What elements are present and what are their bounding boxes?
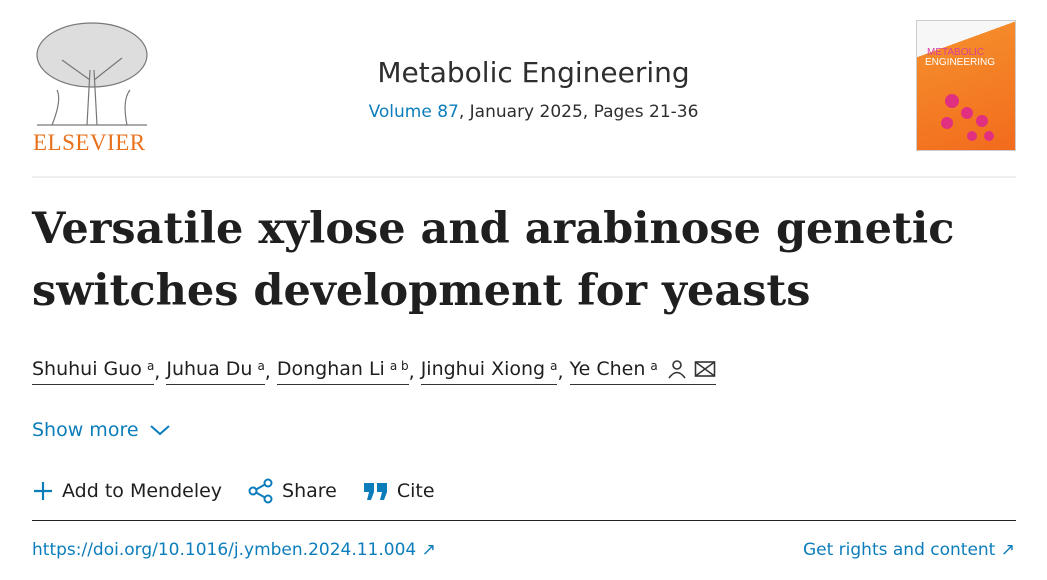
mendeley-label: Add to Mendeley — [62, 480, 223, 502]
journal-title[interactable]: Metabolic Engineering — [377, 56, 690, 89]
plus-icon — [34, 482, 52, 500]
elsevier-wordmark: ELSEVIER — [33, 130, 146, 155]
author-name: Donghan Li — [276, 358, 385, 380]
affiliation-marker: a — [146, 359, 155, 373]
article-actions: Add to Mendeley Share Cite — [32, 478, 435, 504]
author-name: Jinghui Xiong — [420, 358, 546, 380]
chevron-down-icon — [149, 425, 170, 436]
author-link[interactable]: Shuhui Guo a — [32, 358, 155, 385]
rights-link[interactable]: Get rights and content ↗ — [802, 540, 1015, 560]
cite-label: Cite — [396, 480, 435, 502]
volume-link[interactable]: Volume 87 — [368, 102, 459, 122]
journal-cover-image[interactable]: METABOLIC ENGINEERING — [916, 20, 1016, 151]
article-title: Versatile xylose and arabinose genetic s… — [32, 204, 955, 316]
cite-button[interactable]: Cite — [363, 478, 435, 504]
divider — [32, 176, 1016, 178]
share-icon — [248, 478, 273, 504]
show-more-label: Show more — [32, 419, 139, 441]
person-icon — [668, 360, 686, 379]
affiliation-marker: a — [650, 359, 658, 373]
author-list: Shuhui Guo a, Juhua Du a, Donghan Li a b, J… — [32, 358, 716, 385]
issue-info: Volume 87, January 2025, Pages 21-36 — [0, 102, 1047, 122]
doi-link[interactable]: https://doi.org/10.1016/j.ymben.2024.11.… — [32, 540, 436, 560]
author-name: Ye Chen — [569, 358, 646, 380]
envelope-icon — [694, 361, 716, 377]
show-more-button[interactable]: Show more — [32, 419, 171, 441]
share-label: Share — [282, 480, 337, 502]
author-link[interactable]: Juhua Du a — [166, 358, 265, 385]
divider — [32, 520, 1016, 521]
author-name: Juhua Du — [166, 358, 253, 380]
add-to-mendeley-button[interactable]: Add to Mendeley — [32, 478, 222, 504]
author-link[interactable]: Ye Chen a — [569, 358, 716, 385]
cover-text: METABOLIC — [927, 47, 985, 58]
affiliation-marker: a — [550, 359, 558, 373]
share-button[interactable]: Share — [248, 478, 337, 504]
elsevier-tree-logo[interactable] — [32, 20, 152, 152]
author-link[interactable]: Jinghui Xiong a — [420, 358, 558, 385]
issue-details: , January 2025, Pages 21-36 — [458, 102, 699, 122]
cover-text: ENGINEERING — [925, 57, 996, 68]
author-name: Shuhui Guo — [32, 358, 142, 380]
quote-icon — [363, 483, 387, 500]
author-link[interactable]: Donghan Li a b — [276, 358, 409, 385]
affiliation-marker: a — [257, 359, 265, 373]
affiliation-marker: a b — [389, 359, 409, 373]
